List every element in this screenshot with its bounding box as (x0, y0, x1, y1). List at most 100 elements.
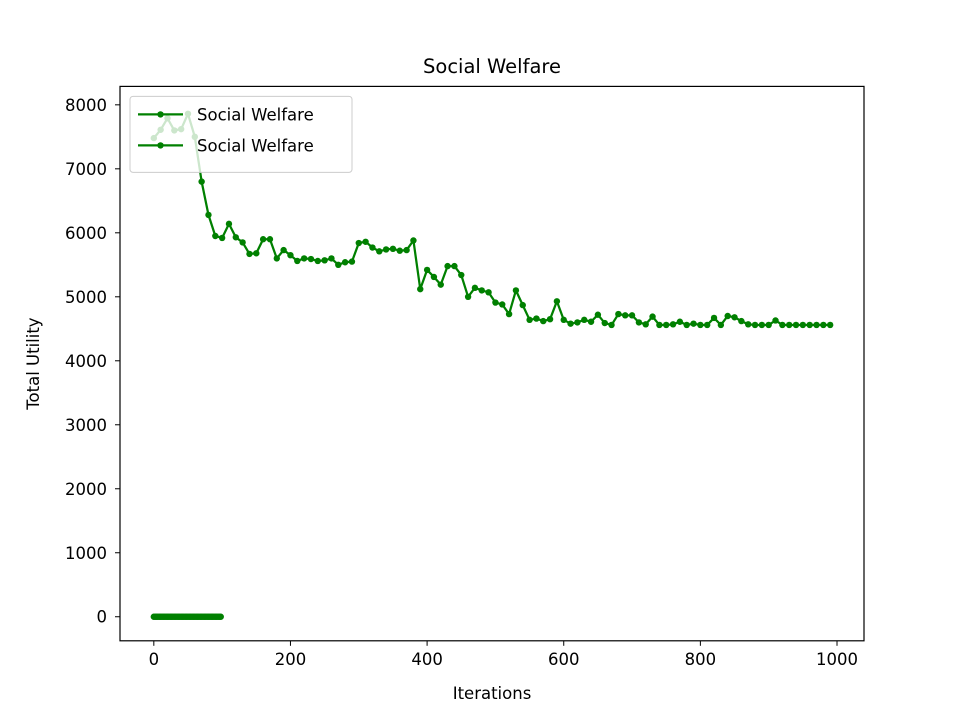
data-point (478, 287, 485, 294)
data-point (273, 255, 280, 262)
data-point (512, 287, 520, 294)
data-point (738, 317, 745, 325)
data-point (232, 234, 239, 241)
y-tick-label: 1000 (65, 544, 107, 563)
plot-frame (119, 85, 865, 642)
data-point (389, 245, 397, 252)
x-axis-title: Iterations (453, 684, 532, 703)
legend-item: Social Welfare (138, 105, 314, 124)
data-point (594, 311, 602, 318)
legend-swatch-marker (157, 111, 164, 118)
data-point (218, 234, 226, 242)
data-point (635, 319, 643, 326)
y-tick-label: 0 (97, 608, 108, 627)
data-point (704, 321, 711, 329)
data-point (608, 321, 615, 329)
data-point (369, 244, 376, 251)
data-point (560, 316, 567, 324)
data-point (546, 315, 554, 323)
x-tick-label: 1000 (816, 650, 858, 669)
data-point (464, 293, 472, 300)
data-point (410, 237, 417, 244)
data-point (355, 239, 362, 247)
y-tick-label: 7000 (65, 160, 107, 179)
y-tick-label: 5000 (65, 288, 107, 307)
x-tick-label: 600 (548, 650, 580, 669)
data-point (266, 236, 274, 243)
data-point (376, 248, 383, 255)
data-point (328, 255, 335, 262)
data-point (669, 321, 677, 328)
data-point (615, 310, 622, 318)
series-line (152, 112, 831, 327)
data-point (642, 321, 649, 328)
chart-title: Social Welfare (423, 55, 561, 78)
y-tick-label: 4000 (65, 352, 107, 371)
series-1 (150, 613, 224, 620)
data-point (217, 613, 224, 620)
data-point (280, 246, 287, 254)
legend-item: Social Welfare (138, 136, 314, 155)
data-point (417, 285, 424, 293)
data-point (430, 273, 438, 281)
data-point (724, 312, 731, 320)
data-point (246, 250, 253, 258)
data-point (581, 316, 588, 324)
data-point (683, 321, 690, 329)
data-point (253, 250, 260, 257)
data-point (765, 321, 772, 329)
data-point (622, 312, 629, 319)
data-point (505, 310, 513, 318)
x-tick-label: 400 (411, 650, 443, 669)
data-point (826, 321, 834, 329)
data-point (785, 321, 793, 329)
data-point (710, 314, 718, 322)
data-point (772, 317, 779, 324)
data-point (751, 321, 759, 329)
legend-swatch-marker (157, 142, 164, 149)
data-point (362, 238, 369, 245)
legend-label: Social Welfare (197, 136, 314, 155)
data-point (198, 178, 205, 185)
data-point (779, 321, 786, 329)
data-point (731, 314, 738, 321)
data-point (294, 257, 301, 265)
data-point (403, 246, 410, 254)
data-point (717, 321, 725, 329)
data-point (485, 289, 492, 296)
legend-box (129, 95, 353, 173)
y-tick-label: 8000 (65, 96, 107, 115)
data-point (676, 318, 684, 325)
data-point (758, 321, 766, 329)
data-point (806, 321, 813, 329)
data-point (499, 301, 506, 308)
data-point (567, 320, 574, 327)
data-point (437, 281, 444, 288)
data-point (423, 266, 431, 274)
x-tick-label: 0 (149, 650, 160, 669)
data-point (225, 220, 233, 228)
data-point (205, 211, 212, 219)
data-point (300, 255, 308, 262)
data-point (628, 312, 636, 319)
data-point (519, 301, 526, 309)
data-point (396, 247, 403, 254)
data-point (341, 259, 349, 266)
data-point (382, 246, 390, 253)
data-point (212, 232, 219, 240)
data-point (820, 321, 827, 329)
data-point (574, 319, 581, 326)
data-point (239, 239, 246, 246)
legend: Social Welfare Social Welfare (129, 95, 353, 173)
y-tick-label: 3000 (65, 416, 107, 435)
data-point (348, 258, 356, 265)
series-layer (150, 110, 834, 620)
y-axis-title: Total Utility (24, 317, 43, 411)
data-point (601, 319, 608, 327)
data-point (792, 321, 800, 329)
x-tick-label: 800 (685, 650, 717, 669)
data-point (813, 321, 820, 329)
data-point (697, 321, 704, 329)
data-point (799, 321, 807, 329)
x-tick-label: 200 (275, 650, 307, 669)
